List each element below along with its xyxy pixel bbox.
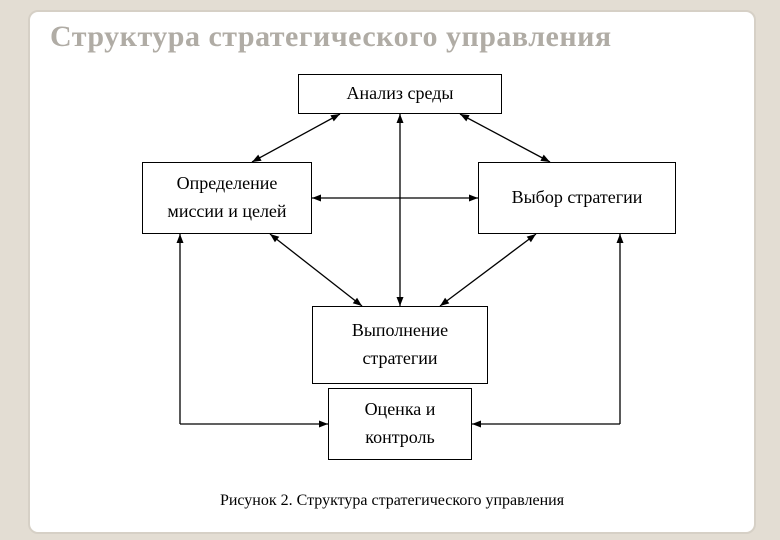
figure-caption: Рисунок 2. Структура стратегического упр… bbox=[30, 492, 754, 510]
node-n4: Выполнениестратегии bbox=[312, 306, 488, 384]
page-background: Структура стратегического управления Ана… bbox=[0, 0, 780, 540]
node-label: Выполнение bbox=[352, 317, 448, 345]
page-title: Структура стратегического управления bbox=[30, 20, 754, 54]
flowchart-diagram: Анализ среды Определениемиссии и целей Выб… bbox=[80, 68, 704, 466]
node-label: Выбор стратегии bbox=[512, 184, 643, 212]
content-frame: Структура стратегического управления Ана… bbox=[28, 10, 756, 534]
node-label: миссии и целей bbox=[167, 198, 286, 226]
node-n3: Выбор стратегии bbox=[478, 162, 676, 234]
node-label: стратегии bbox=[362, 345, 437, 373]
node-label: контроль bbox=[365, 424, 435, 452]
node-label: Анализ среды bbox=[347, 80, 454, 108]
node-n5: Оценка иконтроль bbox=[328, 388, 472, 460]
node-label: Оценка и bbox=[365, 396, 436, 424]
node-n2: Определениемиссии и целей bbox=[142, 162, 312, 234]
node-n1: Анализ среды bbox=[298, 74, 502, 114]
node-label: Определение bbox=[177, 170, 278, 198]
